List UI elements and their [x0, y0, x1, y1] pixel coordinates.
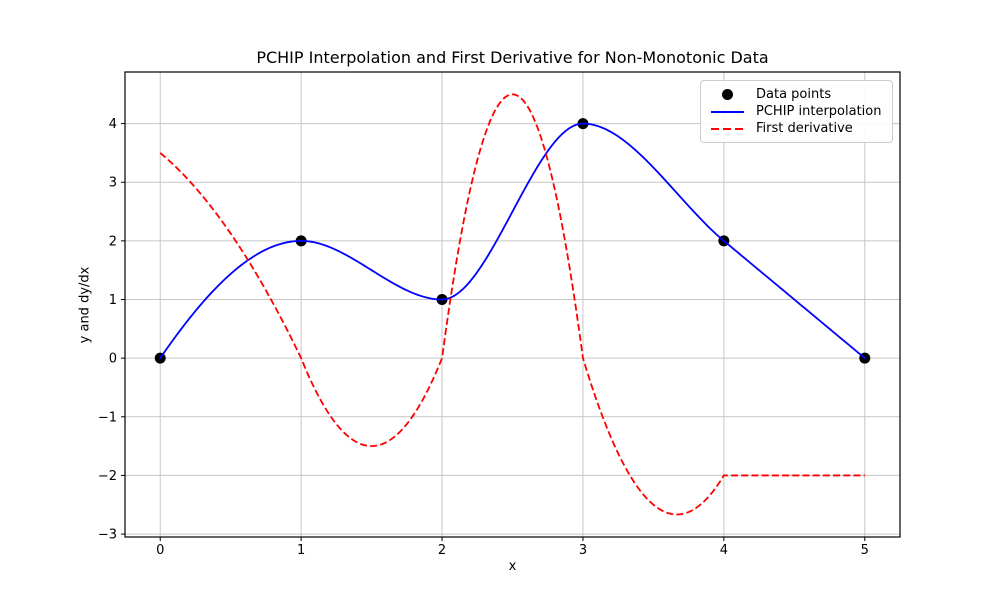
dashed-line-icon [711, 127, 744, 130]
derivative-curve [159, 93, 865, 516]
x-tick-label: 2 [438, 543, 446, 558]
y-tick-label: −3 [98, 528, 117, 543]
chart-title: PCHIP Interpolation and First Derivative… [256, 48, 769, 67]
legend-dashed-line-handle [711, 127, 744, 130]
x-axis-label: x [508, 559, 517, 574]
legend-label-derivative: First derivative [756, 121, 853, 136]
x-tick-label: 3 [579, 543, 587, 558]
y-tick-label: 0 [109, 352, 117, 367]
legend-entry-derivative: First derivative [711, 120, 882, 137]
pchip-curve [159, 122, 866, 360]
legend-line-handle [711, 110, 744, 113]
axes-border [124, 71, 901, 538]
solid-line-icon [711, 110, 744, 113]
legend-entry-pchip: PCHIP interpolation [711, 103, 882, 120]
y-tick-label: 1 [109, 293, 117, 308]
x-tick-label: 5 [861, 543, 869, 558]
legend-entry-data-points: Data points [711, 86, 882, 103]
x-tick-label: 0 [156, 543, 164, 558]
y-tick-label: −1 [98, 410, 117, 425]
data-point-marker-icon [722, 89, 733, 100]
x-tick-label: 1 [297, 543, 305, 558]
y-tick-label: 3 [109, 176, 117, 191]
legend-label-data-points: Data points [756, 87, 832, 102]
y-tick-label: −2 [98, 469, 117, 484]
y-tick-label: 2 [109, 234, 117, 249]
legend-label-pchip: PCHIP interpolation [756, 104, 882, 119]
x-tick-label: 4 [720, 543, 728, 558]
legend-marker-handle [711, 89, 744, 100]
y-tick-label: 4 [109, 117, 117, 132]
legend: Data points PCHIP interpolation First de… [700, 80, 893, 143]
